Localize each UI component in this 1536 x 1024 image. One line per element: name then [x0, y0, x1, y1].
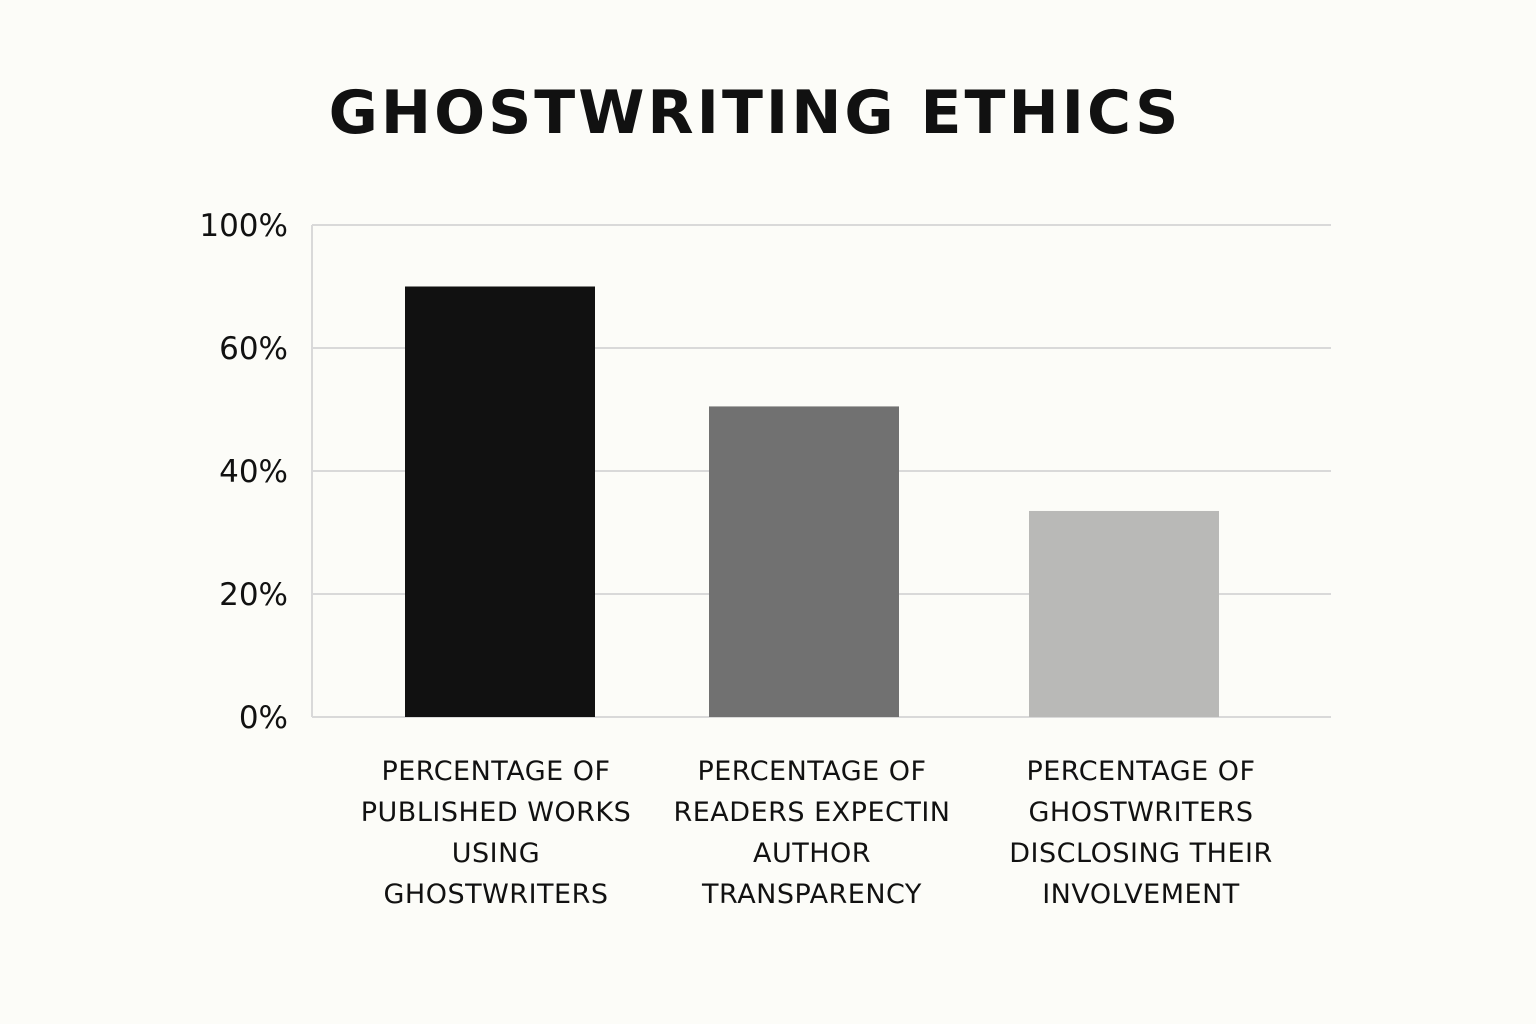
category-label-line: PUBLISHED WORKS: [361, 797, 632, 828]
bar-1: [405, 286, 595, 717]
y-tick-label: 60%: [219, 331, 288, 367]
category-label-line: TRANSPARENCY: [701, 879, 922, 910]
chart-title: GHOSTWRITING ETHICS: [328, 78, 1182, 148]
y-axis-tick-labels: 0% 20% 40% 60% 100%: [199, 208, 288, 736]
category-label-line: GHOSTWRITERS: [384, 879, 609, 910]
category-label-line: PERCENTAGE OF: [381, 756, 610, 787]
y-tick-label: 40%: [219, 454, 288, 490]
category-label-3: PERCENTAGE OF GHOSTWRITERS DISCLOSING THEI…: [1009, 756, 1272, 910]
category-label-line: USING: [452, 838, 540, 869]
category-labels: PERCENTAGE OF PUBLISHED WORKS USING GHOSTWR…: [361, 756, 1272, 910]
category-label-line: AUTHOR: [753, 838, 871, 869]
category-label-line: READERS EXPECTIN: [673, 797, 950, 828]
y-tick-label: 0%: [239, 700, 288, 736]
bars: [405, 286, 1219, 717]
category-label-line: PERCENTAGE OF: [697, 756, 926, 787]
category-label-2: PERCENTAGE OF READERS EXPECTIN AUTHOR TRANS…: [673, 756, 950, 910]
bar-2: [709, 406, 899, 717]
y-tick-label: 20%: [219, 577, 288, 613]
category-label-line: DISCLOSING THEIR: [1009, 838, 1272, 869]
category-label-line: GHOSTWRITERS: [1029, 797, 1254, 828]
y-tick-label: 100%: [199, 208, 288, 244]
bar-3: [1029, 510, 1219, 717]
category-label-line: INVOLVEMENT: [1042, 879, 1240, 910]
category-label-line: PERCENTAGE OF: [1026, 756, 1255, 787]
category-label-1: PERCENTAGE OF PUBLISHED WORKS USING GHOSTWR…: [361, 756, 632, 910]
